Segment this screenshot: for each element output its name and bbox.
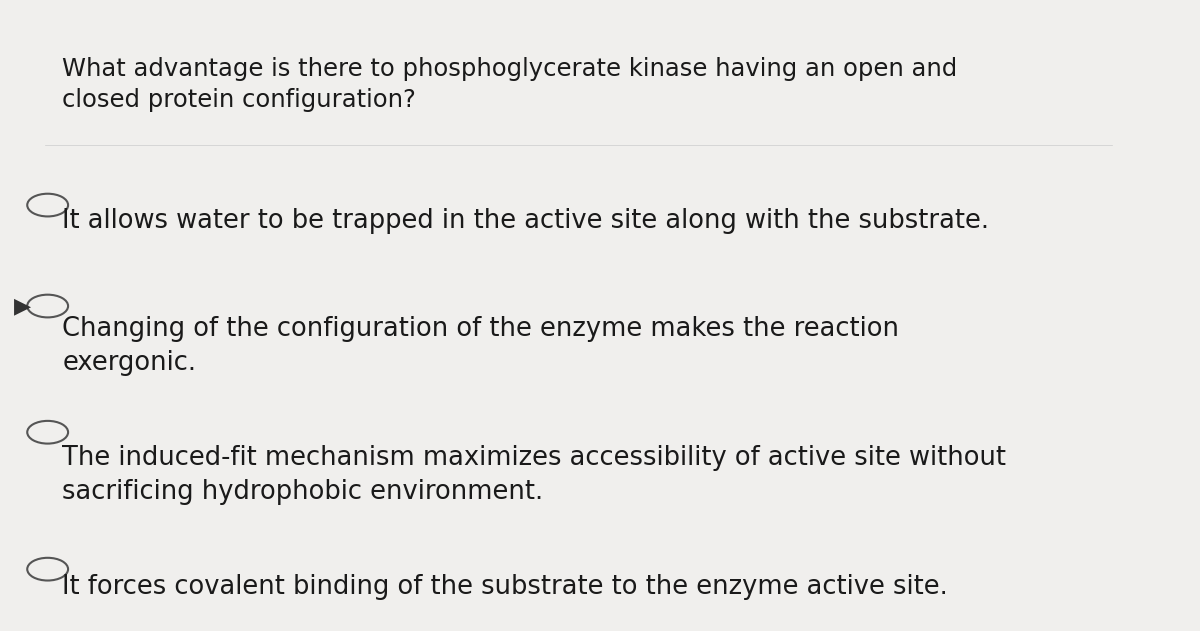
Text: ▶: ▶ (13, 296, 31, 316)
Text: What advantage is there to phosphoglycerate kinase having an open and
closed pro: What advantage is there to phosphoglycer… (62, 57, 958, 112)
Text: The induced-fit mechanism maximizes accessibility of active site without
sacrifi: The induced-fit mechanism maximizes acce… (62, 445, 1007, 505)
Text: It allows water to be trapped in the active site along with the substrate.: It allows water to be trapped in the act… (62, 208, 990, 234)
Text: It forces covalent binding of the substrate to the enzyme active site.: It forces covalent binding of the substr… (62, 574, 948, 600)
Text: Changing of the configuration of the enzyme makes the reaction
exergonic.: Changing of the configuration of the enz… (62, 316, 900, 375)
